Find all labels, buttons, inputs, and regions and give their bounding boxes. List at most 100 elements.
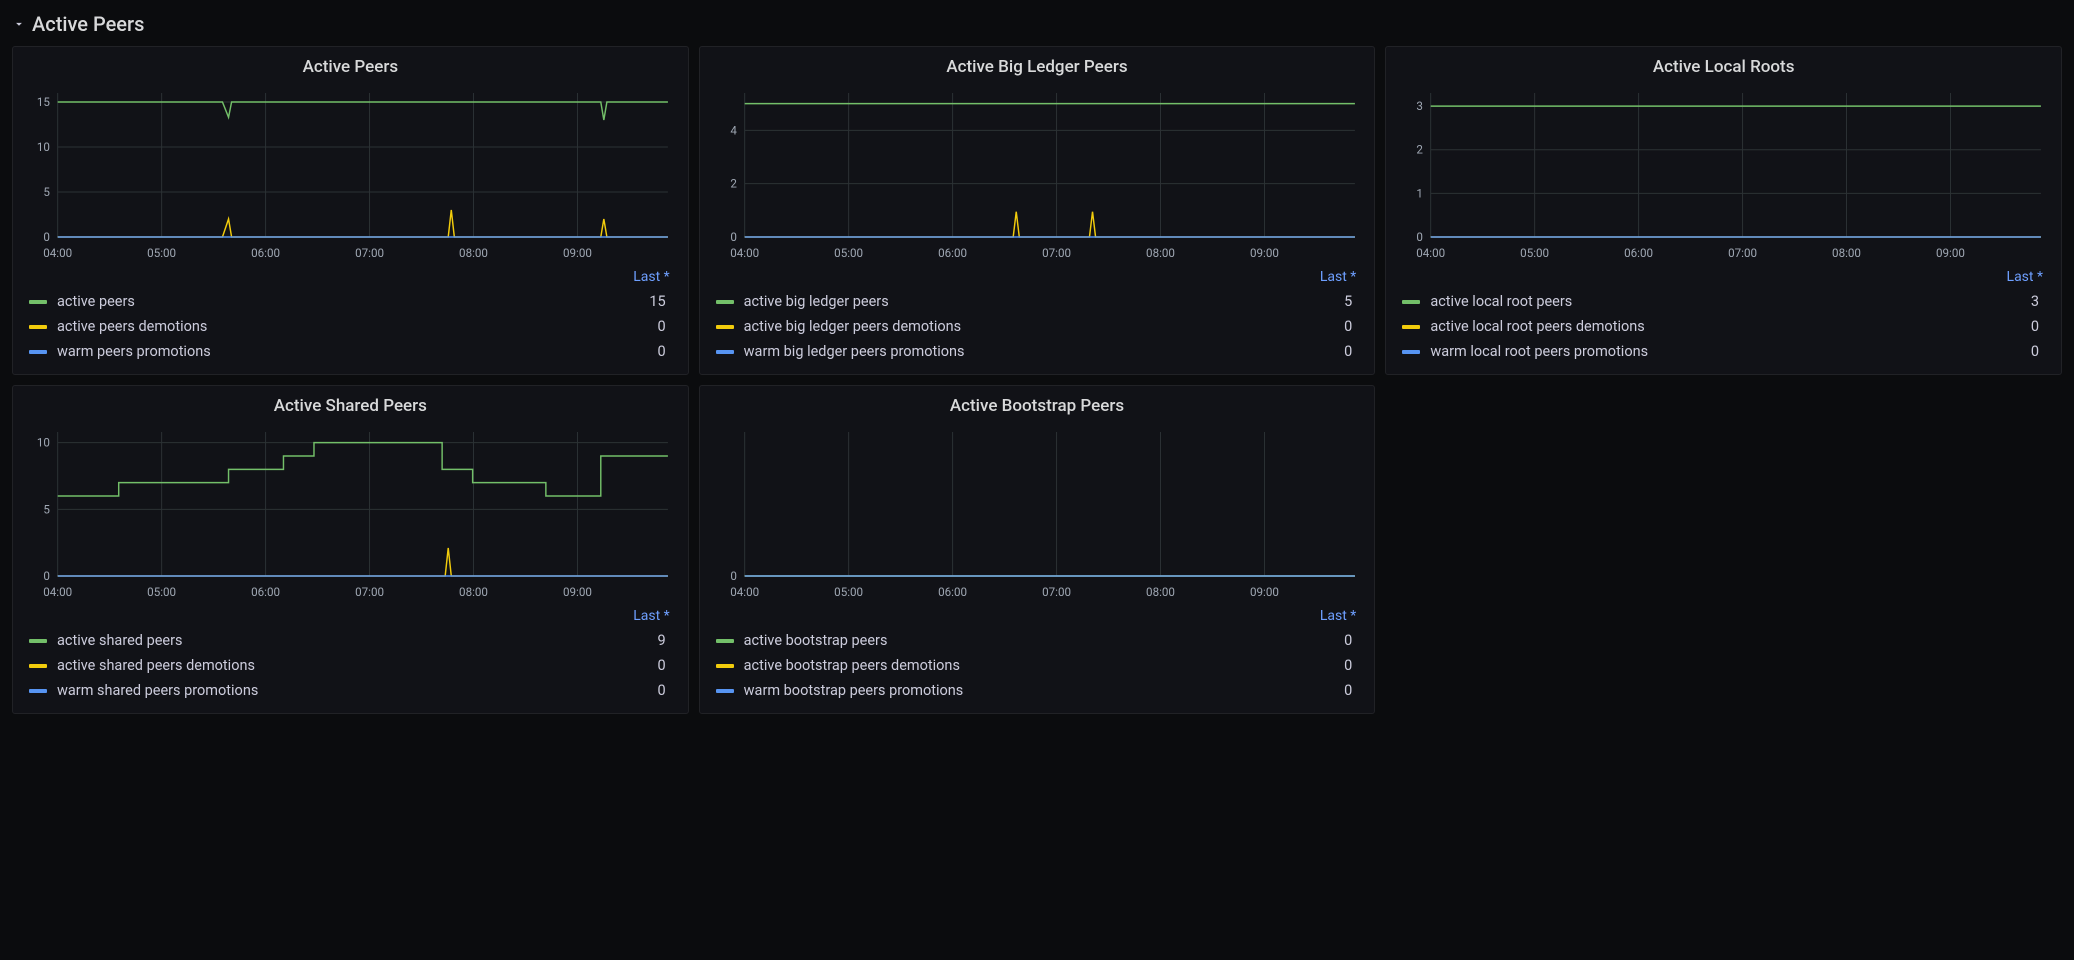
- chart[interactable]: 004:0005:0006:0007:0008:0009:00: [700, 422, 1375, 602]
- legend-header-last[interactable]: Last *: [1400, 267, 2047, 289]
- svg-text:0: 0: [43, 230, 50, 244]
- svg-text:08:00: 08:00: [1146, 246, 1175, 260]
- svg-text:04:00: 04:00: [43, 585, 72, 599]
- chart[interactable]: 02404:0005:0006:0007:0008:0009:00: [700, 83, 1375, 263]
- svg-text:05:00: 05:00: [1521, 246, 1550, 260]
- legend-swatch: [716, 639, 734, 643]
- legend-value: 0: [1344, 682, 1358, 699]
- legend-item[interactable]: active shared peers demotions0: [27, 653, 674, 678]
- svg-text:07:00: 07:00: [355, 585, 384, 599]
- legend: Last *active peers15active peers demotio…: [13, 263, 688, 374]
- legend-value: 0: [658, 682, 672, 699]
- legend-value: 0: [1344, 318, 1358, 335]
- panel-title: Active Big Ledger Peers: [700, 47, 1375, 83]
- svg-text:09:00: 09:00: [563, 246, 592, 260]
- legend-label: warm big ledger peers promotions: [744, 343, 1345, 360]
- chart[interactable]: 012304:0005:0006:0007:0008:0009:00: [1386, 83, 2061, 263]
- panel-title: Active Bootstrap Peers: [700, 386, 1375, 422]
- panels-grid: Active Peers05101504:0005:0006:0007:0008…: [12, 46, 2062, 714]
- legend-item[interactable]: active shared peers9: [27, 628, 674, 653]
- legend-item[interactable]: warm peers promotions0: [27, 339, 674, 364]
- legend-value: 5: [1344, 293, 1358, 310]
- legend-swatch: [1402, 350, 1420, 354]
- chart[interactable]: 051004:0005:0006:0007:0008:0009:00: [13, 422, 688, 602]
- panel-active_big_ledger: Active Big Ledger Peers02404:0005:0006:0…: [699, 46, 1376, 375]
- svg-text:0: 0: [1417, 230, 1424, 244]
- chart[interactable]: 05101504:0005:0006:0007:0008:0009:00: [13, 83, 688, 263]
- svg-text:07:00: 07:00: [1042, 585, 1071, 599]
- legend-swatch: [29, 300, 47, 304]
- legend-item[interactable]: active big ledger peers5: [714, 289, 1361, 314]
- svg-text:2: 2: [1417, 143, 1424, 157]
- legend-item[interactable]: warm big ledger peers promotions0: [714, 339, 1361, 364]
- legend-value: 0: [2031, 343, 2045, 360]
- chevron-down-icon: [12, 17, 26, 31]
- legend-swatch: [29, 350, 47, 354]
- svg-text:06:00: 06:00: [938, 585, 967, 599]
- svg-text:08:00: 08:00: [1832, 246, 1861, 260]
- legend-header-last[interactable]: Last *: [27, 606, 674, 628]
- panel-active_peers: Active Peers05101504:0005:0006:0007:0008…: [12, 46, 689, 375]
- legend-swatch: [29, 689, 47, 693]
- svg-text:15: 15: [37, 95, 50, 109]
- legend-item[interactable]: warm shared peers promotions0: [27, 678, 674, 703]
- svg-text:06:00: 06:00: [251, 246, 280, 260]
- legend-header-last[interactable]: Last *: [714, 606, 1361, 628]
- legend-swatch: [716, 664, 734, 668]
- svg-text:09:00: 09:00: [563, 585, 592, 599]
- legend-item[interactable]: active local root peers3: [1400, 289, 2047, 314]
- legend-item[interactable]: warm bootstrap peers promotions0: [714, 678, 1361, 703]
- panel-title: Active Peers: [13, 47, 688, 83]
- legend-header-last[interactable]: Last *: [27, 267, 674, 289]
- svg-text:04:00: 04:00: [1417, 246, 1446, 260]
- legend: Last *active shared peers9active shared …: [13, 602, 688, 713]
- legend-swatch: [716, 300, 734, 304]
- legend: Last *active big ledger peers5active big…: [700, 263, 1375, 374]
- svg-text:07:00: 07:00: [355, 246, 384, 260]
- legend-swatch: [29, 664, 47, 668]
- svg-text:0: 0: [43, 569, 50, 583]
- legend-item[interactable]: active bootstrap peers0: [714, 628, 1361, 653]
- legend-label: warm peers promotions: [57, 343, 658, 360]
- svg-text:04:00: 04:00: [730, 585, 759, 599]
- legend-value: 0: [1344, 632, 1358, 649]
- legend: Last *active bootstrap peers0active boot…: [700, 602, 1375, 713]
- panel-title: Active Shared Peers: [13, 386, 688, 422]
- legend-label: active bootstrap peers: [744, 632, 1345, 649]
- svg-text:1: 1: [1417, 186, 1424, 200]
- legend-swatch: [716, 689, 734, 693]
- legend-swatch: [716, 325, 734, 329]
- svg-text:08:00: 08:00: [1146, 585, 1175, 599]
- legend-label: active shared peers demotions: [57, 657, 658, 674]
- svg-text:4: 4: [730, 123, 737, 137]
- legend-item[interactable]: active peers15: [27, 289, 674, 314]
- svg-text:05:00: 05:00: [834, 585, 863, 599]
- legend-value: 0: [658, 318, 672, 335]
- svg-text:06:00: 06:00: [1624, 246, 1653, 260]
- legend-item[interactable]: active big ledger peers demotions0: [714, 314, 1361, 339]
- svg-text:3: 3: [1417, 99, 1424, 113]
- svg-text:06:00: 06:00: [251, 585, 280, 599]
- svg-text:2: 2: [730, 176, 737, 190]
- legend-item[interactable]: active bootstrap peers demotions0: [714, 653, 1361, 678]
- legend-item[interactable]: active peers demotions0: [27, 314, 674, 339]
- legend-header-last[interactable]: Last *: [714, 267, 1361, 289]
- legend-value: 15: [649, 293, 671, 310]
- legend-swatch: [1402, 300, 1420, 304]
- legend-label: warm shared peers promotions: [57, 682, 658, 699]
- svg-text:04:00: 04:00: [730, 246, 759, 260]
- panel-title: Active Local Roots: [1386, 47, 2061, 83]
- legend-label: active local root peers: [1430, 293, 2031, 310]
- legend-item[interactable]: active local root peers demotions0: [1400, 314, 2047, 339]
- legend-value: 3: [2031, 293, 2045, 310]
- svg-text:09:00: 09:00: [1250, 585, 1279, 599]
- legend-value: 0: [1344, 343, 1358, 360]
- svg-text:10: 10: [37, 435, 50, 449]
- legend-item[interactable]: warm local root peers promotions0: [1400, 339, 2047, 364]
- svg-text:5: 5: [43, 185, 50, 199]
- legend-label: active big ledger peers: [744, 293, 1345, 310]
- svg-text:08:00: 08:00: [459, 246, 488, 260]
- section-header[interactable]: Active Peers: [12, 8, 2062, 46]
- legend-swatch: [1402, 325, 1420, 329]
- panel-active_bootstrap: Active Bootstrap Peers 0 04:00 05:00 06:00 07…: [699, 385, 1376, 714]
